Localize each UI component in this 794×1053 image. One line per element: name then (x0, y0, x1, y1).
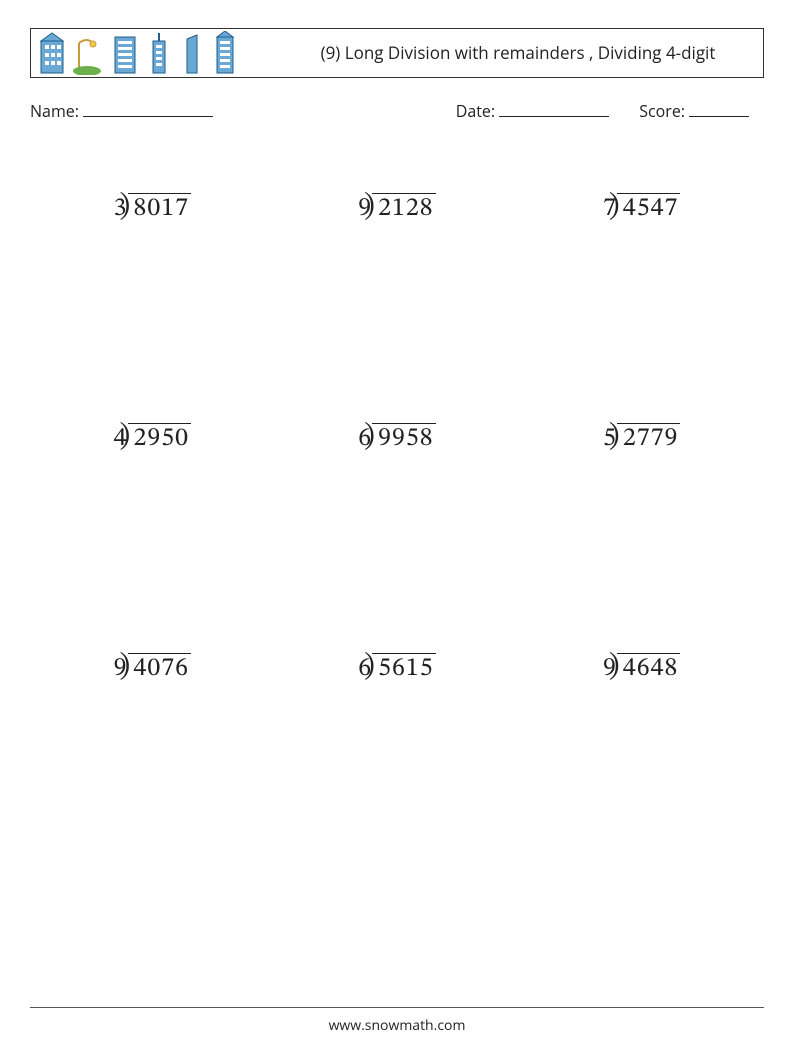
division-bracket: 4076 (128, 652, 191, 682)
worksheet-page: (9) Long Division with remainders , Divi… (0, 0, 794, 1053)
info-row: Name: Date: Score: (30, 100, 764, 122)
division-problem: 9 2128 (358, 192, 435, 222)
footer-site: www.snowmath.com (329, 1016, 466, 1035)
division-problem: 3 8017 (114, 192, 191, 222)
problem-row: 9 4076 6 5615 9 4648 (30, 652, 764, 682)
division-bracket: 4648 (617, 652, 680, 682)
dividend: 2779 (617, 423, 680, 452)
name-field: Name: (30, 100, 456, 122)
dividend: 8017 (128, 193, 191, 222)
dividend: 5615 (372, 653, 435, 682)
dividend: 2950 (128, 423, 191, 452)
score-blank[interactable] (689, 101, 749, 117)
division-problem: 6 9958 (358, 422, 435, 452)
division-bracket: 8017 (128, 192, 191, 222)
division-problem: 6 5615 (358, 652, 435, 682)
division-problem: 7 4547 (603, 192, 680, 222)
division-bracket: 2779 (617, 422, 680, 452)
logo-area (31, 29, 273, 77)
dividend: 2128 (372, 193, 435, 222)
footer-divider (30, 1007, 764, 1008)
date-blank[interactable] (499, 101, 609, 117)
score-field: Score: (639, 100, 764, 122)
problem-row: 4 2950 6 9958 5 2779 (30, 422, 764, 452)
date-label: Date: (456, 100, 495, 122)
logo-buildings-icon (37, 31, 257, 75)
dividend: 4547 (617, 193, 680, 222)
division-bracket: 9958 (372, 422, 435, 452)
worksheet-title: (9) Long Division with remainders , Divi… (273, 29, 763, 77)
problem-row: 3 8017 9 2128 7 4547 (30, 192, 764, 222)
dividend: 9958 (372, 423, 435, 452)
dividend: 4076 (128, 653, 191, 682)
division-problem: 4 2950 (114, 422, 191, 452)
division-bracket: 2128 (372, 192, 435, 222)
problems-grid: 3 8017 9 2128 7 4547 4 (30, 192, 764, 682)
division-problem: 9 4076 (114, 652, 191, 682)
division-problem: 5 2779 (603, 422, 680, 452)
division-bracket: 2950 (128, 422, 191, 452)
dividend: 4648 (617, 653, 680, 682)
header-box: (9) Long Division with remainders , Divi… (30, 28, 764, 78)
division-bracket: 4547 (617, 192, 680, 222)
name-label: Name: (30, 100, 79, 122)
name-blank[interactable] (83, 101, 213, 117)
division-problem: 9 4648 (603, 652, 680, 682)
date-field: Date: (456, 100, 640, 122)
footer: www.snowmath.com (0, 1007, 794, 1035)
score-label: Score: (639, 100, 685, 122)
division-bracket: 5615 (372, 652, 435, 682)
